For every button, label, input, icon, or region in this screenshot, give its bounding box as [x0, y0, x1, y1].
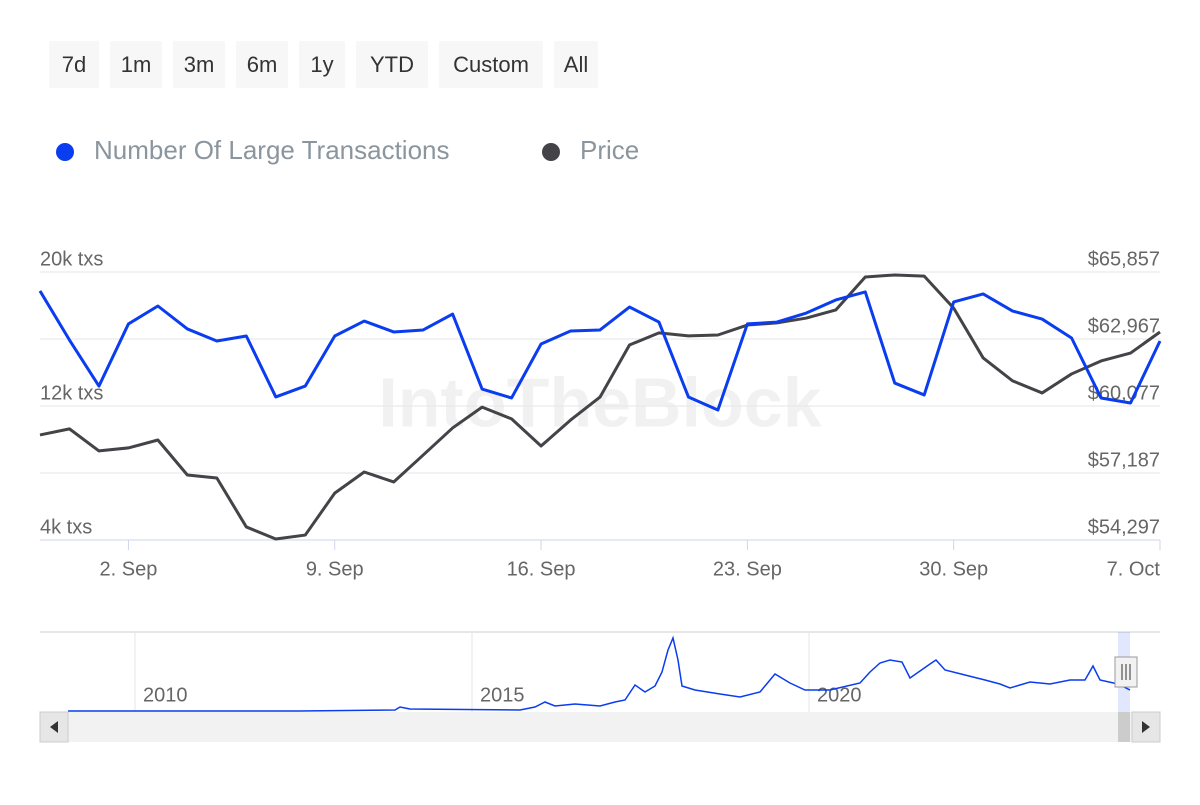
legend-label[interactable]: Number Of Large Transactions [94, 135, 450, 165]
x-tick-label: 23. Sep [713, 558, 782, 580]
arrow-right [1142, 721, 1150, 733]
watermark: IntoTheBlock [378, 363, 821, 441]
legend-label[interactable]: Price [580, 135, 639, 165]
range-button[interactable] [439, 41, 543, 88]
x-tick-label: 30. Sep [919, 558, 988, 580]
scrollbar-track[interactable] [40, 712, 1160, 742]
range-button[interactable] [173, 41, 225, 88]
range-button-label: 3m [184, 52, 215, 77]
y-tick-label: 4k txs [40, 516, 92, 538]
arrow-left [50, 721, 58, 733]
range-button-label: 7d [62, 52, 86, 77]
line-series [38, 290, 1162, 412]
range-button-label: All [564, 52, 588, 77]
range-button-label: Custom [453, 52, 529, 77]
range-button-label: 6m [247, 52, 278, 77]
range-button[interactable] [236, 41, 288, 88]
scrollbar-thumb[interactable] [1118, 712, 1130, 742]
y-tick-label: 12k txs [40, 382, 103, 404]
navigator[interactable]: 2010 2015 2020 [39, 631, 1161, 743]
y2-tick-label: $54,297 [1088, 516, 1160, 538]
range-button[interactable] [356, 41, 428, 88]
range-button[interactable] [554, 41, 598, 88]
x-tick-label: 2. Sep [100, 558, 158, 580]
range-button-label: 1m [121, 52, 152, 77]
y2-tick-label: $57,187 [1088, 449, 1160, 471]
range-button[interactable] [110, 41, 162, 88]
x-tick-label: 7. Oct [1107, 558, 1161, 580]
navigator-label: 2015 [480, 684, 525, 706]
range-button[interactable] [299, 41, 345, 88]
x-tick-label: 16. Sep [507, 558, 576, 580]
range-button[interactable] [49, 41, 99, 88]
y-tick-label: 20k txs [40, 248, 103, 270]
range-button-label: 1y [310, 52, 333, 77]
navigator-line [68, 635, 1131, 712]
legend-marker [542, 143, 560, 161]
navigator-label: 2010 [143, 684, 188, 706]
y2-tick-label: $62,967 [1088, 315, 1160, 337]
legend-marker [56, 143, 74, 161]
x-tick-label: 9. Sep [306, 558, 364, 580]
y2-tick-label: $65,857 [1088, 248, 1160, 270]
range-button-label: YTD [370, 52, 414, 77]
line-series [39, 273, 1161, 541]
